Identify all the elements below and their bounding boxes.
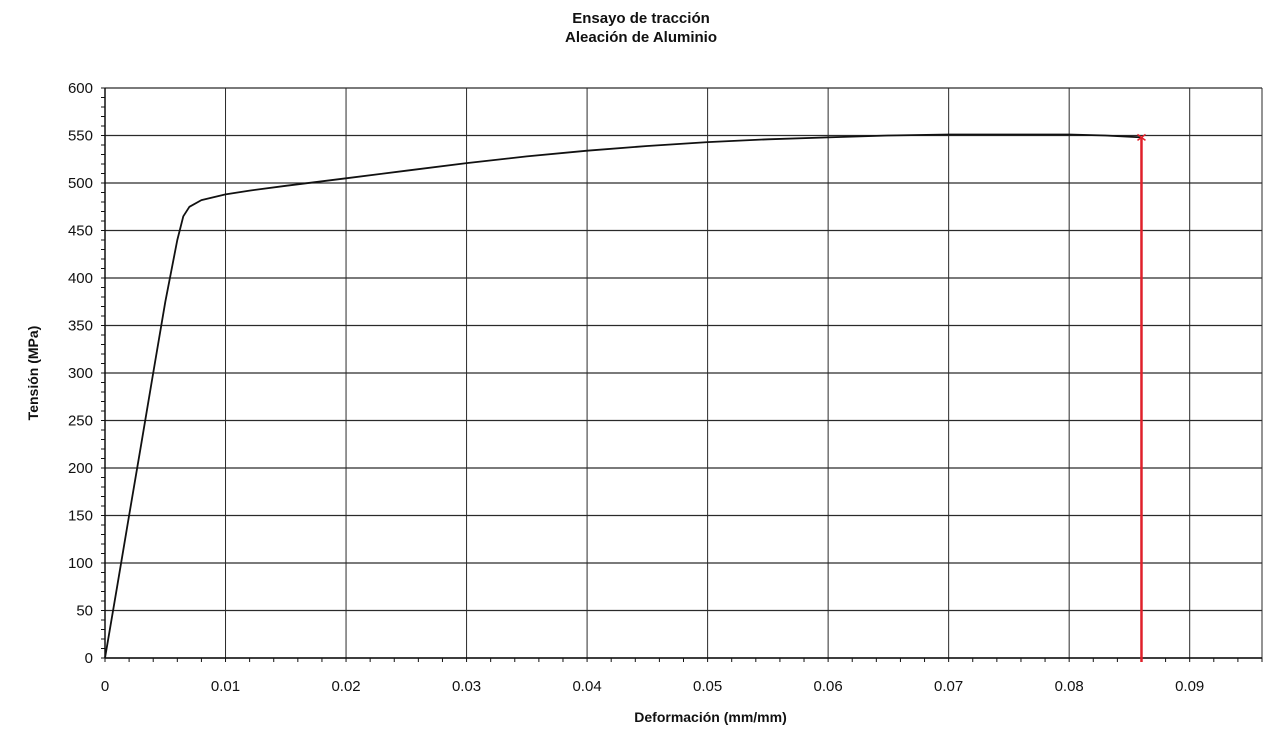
x-tick-label: 0.08	[1055, 678, 1084, 695]
fracture-point	[1137, 133, 1146, 141]
chart-subtitle: Aleación de Aluminio	[565, 29, 717, 46]
y-tick-label: 450	[68, 223, 93, 240]
axes	[101, 87, 1263, 662]
fracture-marker-layer	[1137, 133, 1146, 662]
y-tick-label: 0	[85, 650, 93, 667]
x-axis-label: Deformación (mm/mm)	[634, 709, 786, 725]
y-tick-label: 400	[68, 270, 93, 287]
y-tick-label: 250	[68, 413, 93, 430]
y-tick-label: 150	[68, 508, 93, 525]
x-tick-label: 0.06	[814, 678, 843, 695]
x-tick-label: 0.03	[452, 678, 481, 695]
series-layer	[104, 133, 1142, 659]
y-tick-label: 200	[68, 460, 93, 477]
x-tick-label: 0	[101, 678, 109, 695]
grid	[104, 87, 1263, 659]
y-tick-label: 600	[68, 80, 93, 97]
stress-strain-curve	[104, 133, 1142, 659]
x-tick-label: 0.02	[331, 678, 360, 695]
y-tick-label: 100	[68, 555, 93, 572]
x-tick-label: 0.09	[1175, 678, 1204, 695]
y-tick-label: 50	[76, 603, 93, 620]
x-tick-label: 0.05	[693, 678, 722, 695]
x-tick-label: 0.01	[211, 678, 240, 695]
x-tick-label: 0.07	[934, 678, 963, 695]
y-axis-label: Tensión (MPa)	[25, 326, 41, 421]
y-tick-label: 350	[68, 318, 93, 335]
chart-title: Ensayo de tracción	[572, 10, 710, 27]
y-tick-labels: 0 50 100 150 200 250 300 350 400 450 500 550 600	[68, 80, 93, 667]
y-tick-label: 550	[68, 128, 93, 145]
x-tick-labels: 0 0.01 0.02 0.03 0.04 0.05 0.06 0.07 0.08 0.09	[101, 678, 1204, 695]
x-tick-label: 0.04	[572, 678, 601, 695]
y-tick-label: 300	[68, 365, 93, 382]
y-tick-label: 500	[68, 175, 93, 192]
